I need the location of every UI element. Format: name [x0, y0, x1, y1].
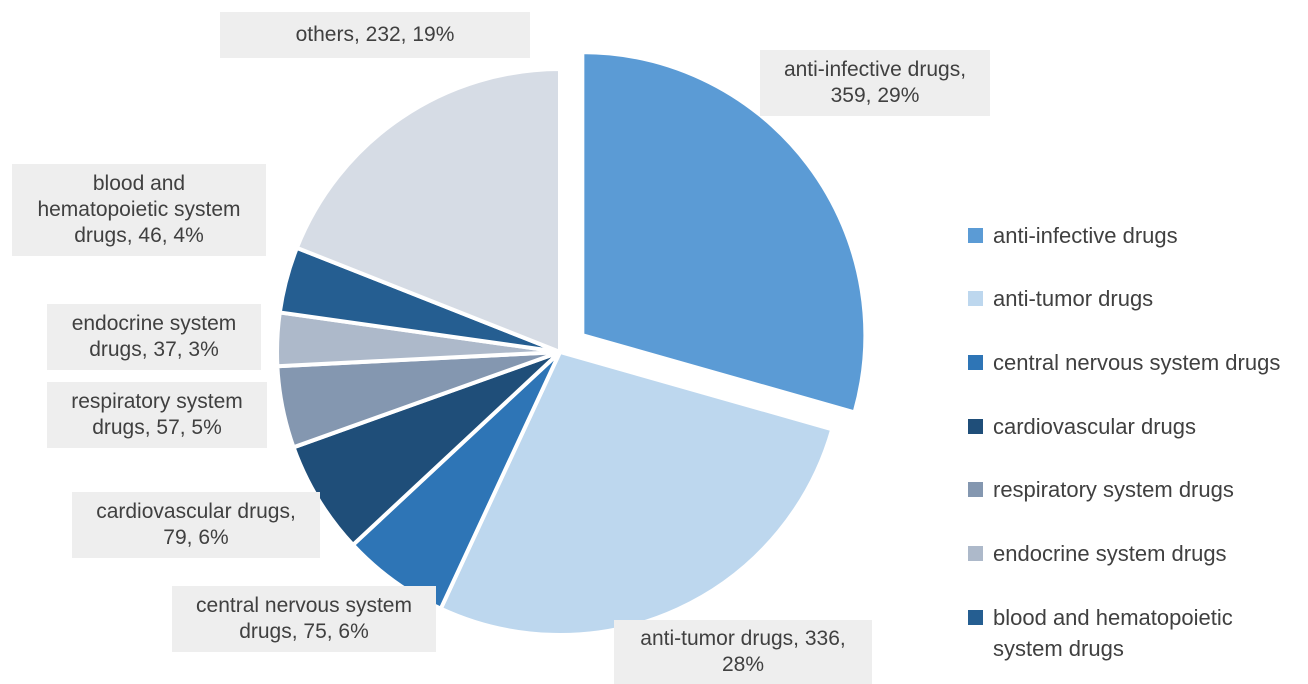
data-label-cardiovascular-drugs: cardiovascular drugs, 79, 6%	[72, 492, 320, 558]
legend-item: anti-infective drugs	[968, 220, 1303, 251]
data-label-line: blood and	[92, 172, 186, 195]
pie-slices	[275, 50, 868, 637]
data-label-line: drugs, 37, 3%	[89, 338, 219, 361]
data-label-endocrine-system-drugs: endocrine system drugs, 37, 3%	[47, 304, 261, 370]
data-label-anti-tumor-drugs: anti-tumor drugs, 336, 28%	[614, 620, 872, 684]
data-label-text: anti-infective drugs, 359, 29%	[784, 57, 966, 109]
legend-item: blood and hematopoietic system drugs	[968, 602, 1303, 664]
data-label-text: endocrine system drugs, 37, 3%	[72, 311, 237, 363]
data-label-line: 28%	[721, 653, 765, 676]
data-label-text: anti-tumor drugs, 336, 28%	[640, 626, 845, 678]
legend-swatch	[968, 482, 983, 497]
legend-item: respiratory system drugs	[968, 474, 1303, 505]
legend-swatch	[968, 228, 983, 243]
legend-label: anti-infective drugs	[993, 223, 1178, 248]
data-label-line: 79, 6%	[163, 526, 229, 549]
legend-item: endocrine system drugs	[968, 538, 1303, 569]
legend-swatch	[968, 291, 983, 306]
data-label-text: cardiovascular drugs, 79, 6%	[96, 499, 296, 551]
legend-swatch	[968, 546, 983, 561]
legend-swatch	[968, 610, 983, 625]
legend-label: endocrine system drugs	[993, 541, 1227, 566]
data-label-text: central nervous system drugs, 75, 6%	[196, 593, 412, 645]
data-label-others: others, 232, 19%	[220, 12, 530, 58]
data-label-text: others, 232, 19%	[296, 22, 455, 48]
data-label-line: others, 232, 19%	[295, 23, 455, 46]
legend-label: central nervous system drugs	[993, 350, 1281, 375]
legend-swatch	[968, 355, 983, 370]
legend-item: cardiovascular drugs	[968, 411, 1303, 442]
data-label-blood-and-hematopoietic-system-drugs: blood and hematopoietic system drugs, 46, …	[12, 164, 266, 256]
data-label-central-nervous-system-drugs: central nervous system drugs, 75, 6%	[172, 586, 436, 652]
legend-label: respiratory system drugs	[993, 477, 1234, 502]
data-label-line: drugs, 46, 4%	[74, 224, 204, 247]
data-label-text: respiratory system drugs, 57, 5%	[71, 389, 243, 441]
data-label-line: drugs, 57, 5%	[92, 416, 222, 439]
legend-item: central nervous system drugs	[968, 347, 1303, 378]
data-label-line: hematopoietic system	[37, 198, 241, 221]
pie-slice-others	[294, 67, 562, 354]
data-label-line: central nervous system	[196, 594, 412, 617]
pie-slice-anti-infective-drugs	[580, 50, 868, 415]
data-label-line: anti-infective drugs,	[783, 58, 967, 81]
data-label-line: respiratory system	[71, 390, 243, 413]
legend-label: anti-tumor drugs	[993, 286, 1154, 311]
legend-label: blood and hematopoietic system drugs	[993, 605, 1233, 661]
pie-slice-anti-tumor-drugs	[438, 350, 835, 637]
data-label-text: blood and hematopoietic system drugs, 46, …	[37, 171, 240, 249]
legend-label: cardiovascular drugs	[993, 414, 1196, 439]
data-label-anti-infective-drugs: anti-infective drugs, 359, 29%	[760, 50, 990, 116]
legend-item: anti-tumor drugs	[968, 283, 1303, 314]
data-label-line: drugs, 75, 6%	[239, 620, 369, 643]
data-label-line: anti-tumor drugs, 336,	[640, 627, 846, 650]
data-label-respiratory-system-drugs: respiratory system drugs, 57, 5%	[47, 382, 267, 448]
data-label-line: endocrine system	[71, 312, 237, 335]
data-label-line: cardiovascular drugs,	[96, 500, 296, 523]
data-label-line: 359, 29%	[830, 84, 920, 107]
legend-swatch	[968, 419, 983, 434]
